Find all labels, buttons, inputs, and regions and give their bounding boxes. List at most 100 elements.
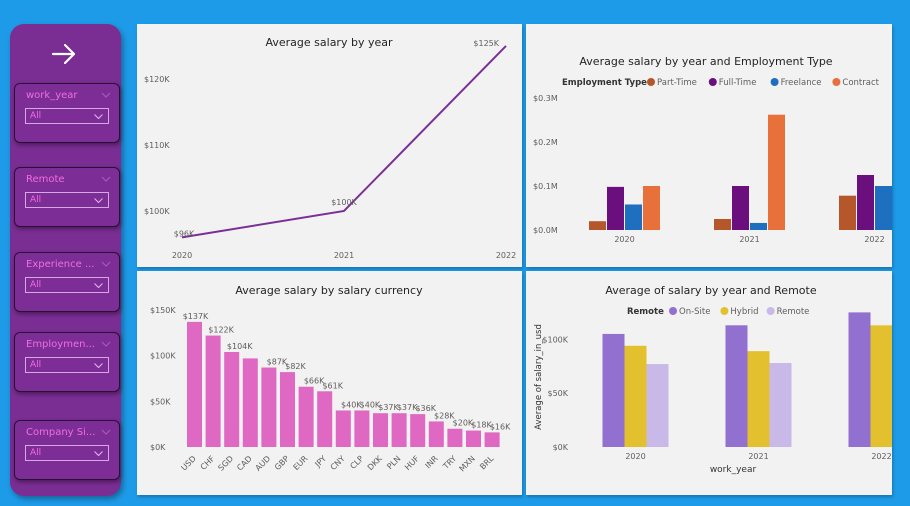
chevron-down-icon (94, 363, 103, 368)
slicer-dropdown[interactable]: All (25, 108, 109, 124)
bar (447, 428, 463, 447)
slicer-title: Company Si... (26, 427, 96, 438)
x-tick-label: PLN (385, 454, 402, 471)
x-tick-label: CHF (199, 454, 217, 472)
bar (857, 175, 874, 230)
bar (280, 372, 295, 447)
legend-marker (832, 78, 841, 86)
bar (466, 430, 481, 447)
slicer-value: All (30, 111, 42, 121)
slicer-2: Experience ... All (14, 252, 120, 312)
slicer-title: work_year (26, 90, 78, 101)
x-tick-label: 2020 (172, 251, 192, 260)
bar (205, 335, 221, 447)
y-tick-label: $0K (553, 443, 569, 452)
legend-marker (708, 78, 717, 86)
remote-chart: Average of salary by year and Remote Remo… (534, 284, 892, 475)
bar (602, 333, 625, 447)
chevron-down-icon (94, 198, 103, 203)
chevron-down-icon[interactable] (101, 92, 111, 98)
chart-title: Average salary by year and Employment Ty… (579, 55, 832, 68)
slicer-dropdown[interactable]: All (25, 192, 109, 208)
y-tick-label: $100K (542, 335, 568, 344)
bar (373, 413, 388, 447)
slicer-title: Employmen... (26, 339, 95, 350)
slicer-dropdown[interactable]: All (25, 357, 109, 373)
chart-title: Average salary by salary currency (235, 284, 423, 297)
y-tick-label: $50K (150, 397, 171, 406)
data-label: $96K (174, 229, 195, 238)
bar (335, 410, 351, 447)
legend-marker (669, 307, 677, 315)
x-tick-label: 2021 (748, 452, 768, 461)
y-tick-label: $110K (144, 141, 170, 150)
bar (261, 367, 277, 447)
data-label: $18K (471, 421, 492, 430)
legend-title: Remote (627, 307, 664, 317)
slicer-title: Remote (26, 174, 65, 185)
y-tick-label: $100K (150, 352, 176, 361)
chevron-down-icon (94, 451, 103, 456)
bar (224, 352, 240, 447)
slicer-title: Experience ... (26, 259, 95, 270)
x-tick-label: CNY (329, 454, 347, 472)
x-tick-label: GBP (273, 454, 291, 472)
data-label: $36K (415, 404, 436, 413)
bar (848, 312, 871, 447)
x-tick-label: 2021 (739, 235, 759, 244)
legend-label: On-Site (679, 307, 710, 317)
avg-salary-by-employment-type-panel: Average salary by year and Employment Ty… (526, 24, 892, 267)
data-label: $40K (341, 400, 362, 409)
slicer-dropdown[interactable]: All (25, 445, 109, 461)
data-label: $82K (285, 362, 306, 371)
data-label: $37K (378, 403, 399, 412)
bar (769, 363, 792, 447)
data-label: $122K (208, 326, 234, 335)
x-tick-label: BRL (478, 454, 496, 472)
legend-title: Employment Type (562, 78, 647, 88)
employment-type-chart: Average salary by year and Employment Ty… (533, 55, 892, 244)
x-tick-label: CAD (235, 454, 254, 473)
x-tick-label: 2022 (496, 251, 516, 260)
data-label: $66K (304, 377, 325, 386)
bar (607, 186, 624, 230)
chevron-down-icon[interactable] (101, 176, 111, 182)
x-tick-label: DKK (366, 454, 385, 473)
y-tick-label: $120K (144, 75, 170, 84)
legend-label: Contract (842, 78, 879, 88)
bar (428, 421, 444, 447)
arrow-right-icon[interactable] (50, 40, 78, 68)
legend-marker (766, 307, 775, 315)
slicer-0: work_year All (14, 83, 120, 143)
data-label: $87K (267, 358, 288, 367)
legend-marker (720, 307, 729, 315)
legend-marker (647, 78, 655, 86)
x-tick-label: JPY (313, 454, 329, 470)
data-label: $28K (434, 411, 455, 420)
legend-label: Part-Time (657, 78, 697, 88)
chevron-down-icon[interactable] (101, 341, 111, 347)
y-tick-label: $0.1M (533, 182, 558, 191)
y-axis-title: Average of salary_in_usd (534, 324, 544, 430)
x-tick-label: SGD (216, 454, 235, 473)
legend-marker (770, 78, 779, 86)
data-label: $40K (360, 400, 381, 409)
bar (589, 221, 606, 230)
bar (750, 222, 767, 230)
y-tick-label: $50K (547, 389, 568, 398)
bar (187, 321, 202, 447)
bar (242, 358, 258, 447)
x-tick-label: CLP (348, 454, 365, 471)
chevron-down-icon[interactable] (101, 261, 111, 267)
x-tick-label: 2022 (864, 235, 884, 244)
y-tick-label: $150K (150, 306, 176, 315)
data-label: $20K (453, 419, 474, 428)
salary-line (181, 45, 507, 239)
x-axis-title: work_year (710, 465, 757, 475)
x-tick-label: TRY (441, 454, 459, 472)
chevron-down-icon[interactable] (101, 429, 111, 435)
slicer-value: All (30, 195, 42, 205)
avg-salary-by-remote-panel: Average of salary by year and Remote Remo… (526, 271, 892, 495)
slicer-dropdown[interactable]: All (25, 277, 109, 293)
data-label: $100K (331, 198, 357, 207)
